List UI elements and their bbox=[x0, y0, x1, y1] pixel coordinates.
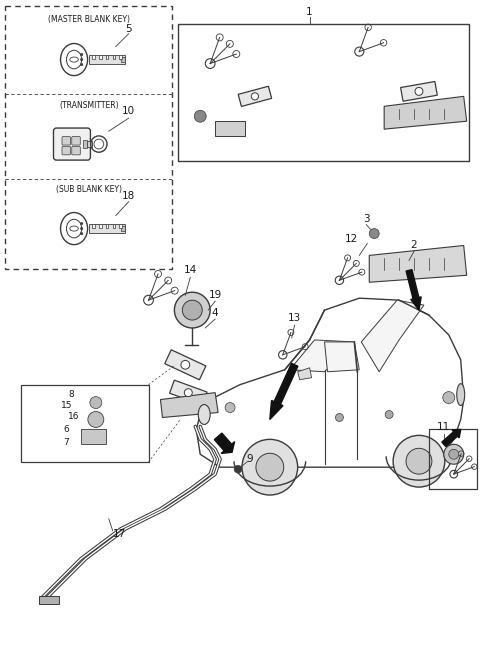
Bar bbox=[179, 24, 468, 161]
Circle shape bbox=[81, 222, 83, 225]
Polygon shape bbox=[290, 340, 354, 372]
Circle shape bbox=[256, 453, 284, 481]
Bar bbox=[89, 55, 125, 64]
Circle shape bbox=[184, 388, 192, 397]
Text: 5: 5 bbox=[125, 24, 132, 33]
Bar bbox=[92, 55, 95, 59]
FancyArrow shape bbox=[270, 363, 298, 419]
Text: 15: 15 bbox=[61, 401, 72, 410]
Circle shape bbox=[174, 292, 210, 328]
Bar bbox=[5, 6, 172, 270]
Circle shape bbox=[385, 411, 393, 419]
Circle shape bbox=[252, 92, 259, 100]
Text: 6: 6 bbox=[63, 425, 69, 434]
Ellipse shape bbox=[457, 384, 465, 405]
Polygon shape bbox=[361, 300, 424, 372]
Polygon shape bbox=[165, 350, 206, 380]
Text: 2: 2 bbox=[411, 241, 417, 251]
FancyArrow shape bbox=[215, 433, 235, 453]
FancyBboxPatch shape bbox=[62, 136, 71, 145]
Circle shape bbox=[81, 232, 83, 235]
Circle shape bbox=[443, 392, 455, 403]
Circle shape bbox=[81, 58, 83, 61]
Circle shape bbox=[415, 87, 423, 95]
Bar bbox=[112, 224, 115, 228]
Polygon shape bbox=[401, 81, 437, 101]
Circle shape bbox=[81, 53, 83, 56]
Polygon shape bbox=[369, 245, 467, 282]
Text: 18: 18 bbox=[122, 191, 135, 201]
Circle shape bbox=[234, 465, 242, 473]
FancyArrow shape bbox=[406, 270, 421, 310]
FancyBboxPatch shape bbox=[62, 146, 71, 155]
Circle shape bbox=[393, 436, 445, 487]
Circle shape bbox=[336, 413, 343, 421]
Text: 10: 10 bbox=[122, 106, 135, 116]
Circle shape bbox=[194, 110, 206, 122]
Bar bbox=[39, 596, 59, 604]
Text: 19: 19 bbox=[208, 290, 222, 300]
Circle shape bbox=[242, 440, 298, 495]
Text: 9: 9 bbox=[247, 454, 253, 464]
Bar bbox=[429, 430, 477, 489]
Circle shape bbox=[182, 300, 202, 320]
Polygon shape bbox=[196, 298, 464, 467]
Polygon shape bbox=[160, 393, 218, 417]
Bar bbox=[112, 55, 115, 59]
Text: 4: 4 bbox=[212, 308, 218, 318]
Text: (SUB BLANK KEY): (SUB BLANK KEY) bbox=[56, 185, 122, 194]
Bar bbox=[87, 141, 92, 148]
Text: (TRANSMITTER): (TRANSMITTER) bbox=[59, 101, 119, 110]
Text: 14: 14 bbox=[184, 265, 197, 276]
Circle shape bbox=[225, 403, 235, 413]
Circle shape bbox=[406, 448, 432, 474]
Bar bbox=[121, 57, 125, 62]
Circle shape bbox=[181, 360, 190, 369]
Bar bbox=[121, 226, 125, 231]
FancyBboxPatch shape bbox=[72, 136, 80, 145]
FancyBboxPatch shape bbox=[72, 146, 80, 155]
Polygon shape bbox=[169, 380, 207, 405]
Text: (MASTER BLANK KEY): (MASTER BLANK KEY) bbox=[48, 15, 130, 24]
Circle shape bbox=[81, 228, 83, 230]
Bar bbox=[92, 224, 95, 228]
Bar bbox=[81, 430, 106, 444]
Text: 3: 3 bbox=[363, 214, 370, 224]
FancyBboxPatch shape bbox=[53, 128, 90, 160]
Bar bbox=[21, 384, 148, 462]
FancyArrow shape bbox=[442, 430, 461, 447]
Text: 8: 8 bbox=[68, 390, 74, 399]
Circle shape bbox=[449, 449, 459, 459]
Polygon shape bbox=[298, 368, 312, 380]
Polygon shape bbox=[238, 86, 272, 106]
Bar bbox=[119, 55, 122, 59]
Bar bbox=[99, 224, 102, 228]
Polygon shape bbox=[384, 96, 467, 129]
Polygon shape bbox=[324, 342, 360, 372]
Text: 7: 7 bbox=[63, 438, 69, 447]
Bar bbox=[106, 55, 108, 59]
Circle shape bbox=[444, 444, 464, 464]
Bar bbox=[215, 121, 245, 136]
Bar bbox=[106, 224, 108, 228]
Bar bbox=[119, 224, 122, 228]
Text: 12: 12 bbox=[345, 234, 358, 243]
Circle shape bbox=[88, 411, 104, 428]
Text: 13: 13 bbox=[288, 313, 301, 323]
Bar bbox=[99, 55, 102, 59]
Text: 11: 11 bbox=[437, 422, 450, 432]
Bar bbox=[89, 224, 125, 233]
Bar bbox=[83, 140, 87, 148]
Text: 1: 1 bbox=[306, 7, 313, 17]
Circle shape bbox=[90, 397, 102, 409]
Circle shape bbox=[81, 64, 83, 66]
Ellipse shape bbox=[198, 405, 210, 424]
Circle shape bbox=[369, 228, 379, 239]
Text: 16: 16 bbox=[68, 412, 80, 421]
Text: 17: 17 bbox=[113, 529, 126, 539]
